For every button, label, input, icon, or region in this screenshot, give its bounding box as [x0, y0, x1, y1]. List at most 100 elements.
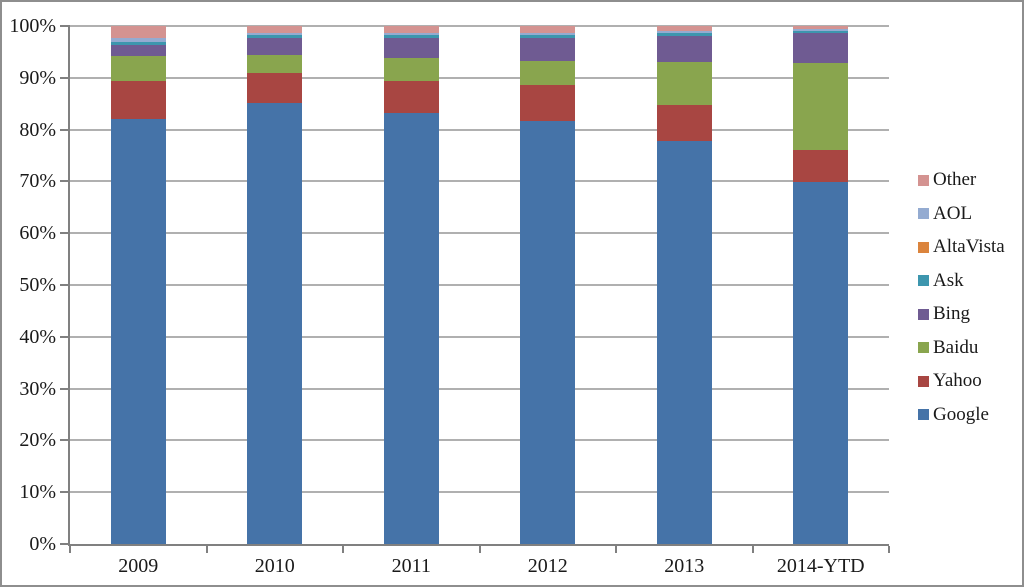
bar-segment-aol: [656, 30, 712, 33]
x-axis-label-2009: 2009: [118, 555, 159, 577]
gridline: [70, 491, 889, 494]
y-axis-tick: [60, 491, 68, 494]
y-axis-label: 80%: [19, 118, 56, 141]
x-axis-label-2012: 2012: [527, 555, 568, 577]
y-axis-label: 40%: [19, 325, 56, 348]
x-axis-label-2010: 2010: [254, 555, 295, 577]
y-axis-tick: [60, 128, 68, 131]
bar-segment-google: [520, 121, 576, 544]
y-axis-tick: [60, 335, 68, 338]
legend-label: Yahoo: [933, 370, 982, 391]
y-axis-label: 70%: [19, 170, 56, 193]
bar-segment-ask: [247, 35, 303, 39]
legend-item-google: Google: [918, 403, 1005, 425]
bar-segment-yahoo: [520, 85, 576, 122]
bar-segment-aol: [383, 32, 439, 36]
legend-label: AltaVista: [933, 236, 1005, 257]
y-axis-label: 0%: [29, 533, 56, 555]
y-axis-tick: [60, 76, 68, 79]
x-axis-tick: [478, 546, 481, 553]
y-axis-tick: [60, 284, 68, 286]
y-axis-label: 90%: [19, 66, 56, 89]
x-axis-tick: [751, 546, 754, 553]
legend-item-baidu: Baidu: [918, 336, 1005, 358]
x-axis-label-2011: 2011: [391, 555, 431, 577]
bar-segment-bing: [520, 38, 576, 61]
legend-swatch-ask-icon: [918, 275, 929, 286]
x-axis-line: [68, 544, 889, 546]
bar-segment-google: [110, 119, 166, 544]
bar-segment-other: [793, 26, 849, 29]
bar-segment-yahoo: [656, 105, 712, 141]
y-axis-tick: [60, 232, 68, 235]
gridline: [70, 284, 889, 286]
bar-segment-ask: [656, 32, 712, 37]
y-axis-label: 50%: [19, 274, 56, 296]
bar-segment-google: [247, 102, 303, 544]
y-axis-line: [68, 25, 70, 546]
bar-segment-aol: [110, 37, 166, 43]
bar-segment-google: [656, 141, 712, 544]
gridline: [70, 439, 889, 442]
y-axis-tick: [60, 439, 68, 442]
x-axis-tick: [888, 546, 890, 553]
legend-label: Baidu: [933, 336, 979, 358]
gridline: [70, 232, 889, 235]
legend-label: Other: [933, 169, 977, 190]
bar-segment-baidu: [793, 62, 849, 151]
gridline: [70, 180, 889, 183]
y-axis-tick: [60, 387, 68, 390]
bar-segment-ask: [520, 35, 576, 39]
bar-segment-google: [793, 182, 849, 544]
y-axis-tick: [60, 180, 68, 183]
y-axis-label: 30%: [19, 377, 56, 400]
bar-segment-other: [520, 26, 576, 33]
bar-segment-baidu: [656, 61, 712, 106]
legend: Other AOL AltaVista Ask Bing Baidu Yahoo Google: [918, 170, 1005, 438]
gridline: [70, 335, 889, 338]
x-axis-tick: [615, 546, 617, 553]
bar-segment-other: [247, 26, 303, 34]
bar-segment-yahoo: [793, 150, 849, 183]
bar-segment-ask: [383, 35, 439, 39]
legend-label: AOL: [933, 202, 973, 224]
legend-label: Bing: [933, 303, 970, 324]
bar-segment-baidu: [520, 60, 576, 86]
legend-item-yahoo: Yahoo: [918, 371, 1005, 391]
x-axis-label-2014-ytd: 2014-YTD: [776, 555, 865, 577]
bar-segment-ask: [793, 30, 849, 33]
legend-label: Google: [933, 403, 989, 425]
bar-segment-google: [383, 113, 439, 544]
y-axis-label: 100%: [9, 15, 56, 37]
legend-item-ask: Ask: [918, 270, 1005, 291]
y-axis-tick: [60, 543, 68, 545]
bar-segment-aol: [520, 32, 576, 36]
bar-segment-bing: [247, 38, 303, 56]
legend-item-bing: Bing: [918, 304, 1005, 324]
y-axis-tick: [60, 25, 68, 27]
plot-area: [70, 25, 889, 544]
legend-swatch-google-icon: [918, 409, 929, 420]
bar-segment-bing: [383, 38, 439, 58]
legend-swatch-aol-icon: [918, 208, 929, 219]
bar-segment-ask: [110, 42, 166, 45]
legend-item-aol: AOL: [918, 202, 1005, 224]
y-axis-label: 10%: [19, 481, 56, 504]
bar-segment-baidu: [383, 57, 439, 82]
x-axis-tick: [205, 546, 208, 553]
legend-swatch-altavista-icon: [918, 241, 929, 253]
bar-segment-other: [656, 26, 712, 31]
bar-segment-bing: [656, 36, 712, 62]
legend-item-altavista: AltaVista: [918, 237, 1005, 257]
legend-item-other: Other: [918, 170, 1005, 190]
bar-segment-bing: [110, 44, 166, 56]
bar-segment-yahoo: [247, 73, 303, 103]
gridline: [70, 387, 889, 390]
legend-swatch-bing-icon: [918, 308, 929, 320]
gridline: [70, 25, 889, 27]
gridline: [70, 128, 889, 131]
bar-segment-other: [383, 26, 439, 33]
y-axis-label: 60%: [19, 222, 56, 245]
bar-segment-bing: [793, 32, 849, 63]
